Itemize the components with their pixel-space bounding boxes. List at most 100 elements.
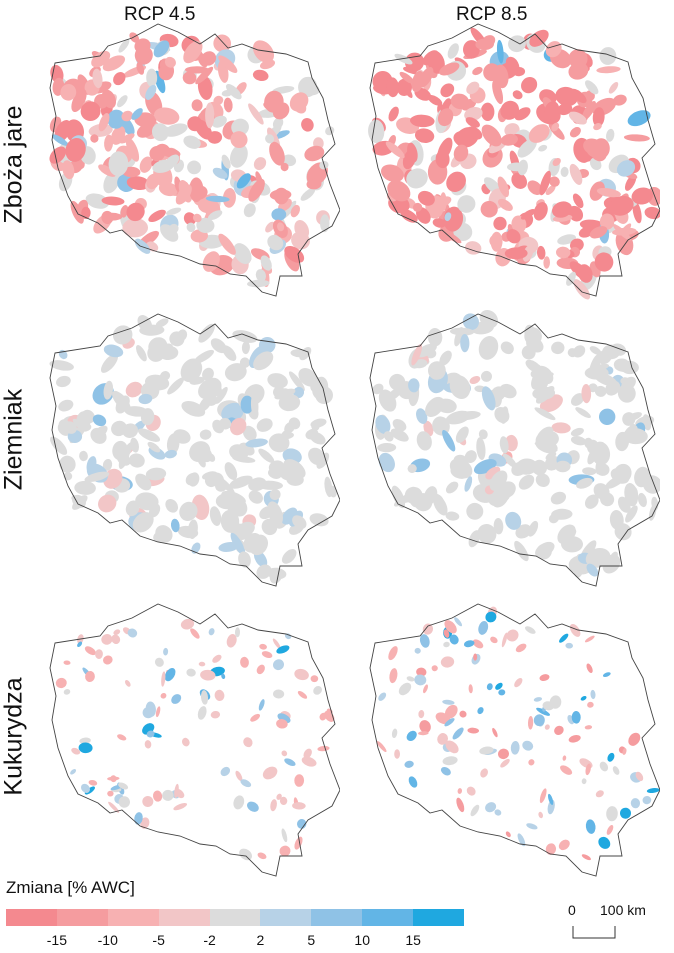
- map-region: [255, 269, 267, 282]
- map-region: [455, 426, 469, 443]
- map-region: [390, 428, 409, 442]
- map-region: [137, 428, 161, 442]
- map-region: [560, 765, 573, 775]
- map-region: [433, 494, 448, 516]
- map-region: [259, 643, 267, 650]
- map-region: [267, 373, 288, 389]
- map-region: [627, 110, 651, 127]
- map-region: [465, 241, 482, 255]
- map-region: [498, 748, 509, 760]
- map-region: [122, 423, 139, 438]
- map-region: [125, 381, 143, 398]
- map-region: [533, 697, 543, 702]
- map-region: [383, 431, 394, 442]
- map-region: [270, 799, 277, 812]
- map-region: [284, 422, 295, 434]
- map-region: [473, 653, 478, 661]
- map-region: [160, 693, 167, 699]
- legend-tick-label: -15: [46, 932, 67, 948]
- map-region: [494, 407, 510, 423]
- map-region: [414, 128, 435, 143]
- map-region: [233, 795, 245, 810]
- map-region: [514, 540, 529, 562]
- map-region: [463, 640, 475, 648]
- map-region: [126, 202, 145, 222]
- map-region: [536, 245, 546, 260]
- map-region: [442, 699, 455, 705]
- map-region: [625, 505, 638, 523]
- map-region: [211, 472, 225, 488]
- map-region: [125, 137, 140, 162]
- map-region: [79, 737, 91, 744]
- map-region: [528, 759, 535, 766]
- map-region: [213, 95, 224, 106]
- column-title-rcp45: RCP 4.5: [124, 4, 196, 25]
- map-region: [538, 144, 548, 152]
- map-region: [416, 431, 432, 451]
- map-region: [511, 215, 527, 233]
- map-region: [566, 271, 576, 286]
- map-region: [168, 223, 179, 234]
- map-region: [223, 490, 237, 504]
- map-region: [185, 473, 199, 486]
- map-region: [301, 756, 317, 767]
- map-region: [485, 802, 497, 813]
- map-region: [554, 725, 564, 736]
- map-region: [317, 745, 330, 752]
- map-region: [586, 563, 599, 577]
- map-region: [594, 252, 614, 272]
- map-region: [606, 128, 615, 142]
- map-region: [551, 341, 565, 355]
- map-region: [589, 346, 602, 355]
- map-region: [569, 127, 581, 138]
- map-region: [500, 758, 510, 768]
- map-region: [224, 462, 238, 480]
- map-region: [119, 442, 133, 464]
- map-region: [238, 551, 251, 568]
- column-title-rcp85: RCP 8.5: [456, 4, 528, 25]
- map-region: [567, 348, 578, 358]
- map-region: [164, 56, 176, 68]
- map-region: [407, 142, 418, 163]
- map-region: [419, 720, 431, 733]
- map-region: [444, 704, 458, 719]
- map-region: [517, 138, 537, 158]
- map-region: [56, 375, 71, 388]
- map-region: [539, 788, 547, 804]
- map-region: [113, 629, 121, 635]
- map-region: [440, 766, 451, 776]
- map-region: [193, 349, 215, 364]
- map-region: [535, 473, 550, 488]
- map-region: [536, 543, 552, 560]
- map-region: [102, 55, 126, 72]
- map-region: [642, 795, 652, 805]
- map-region: [568, 735, 581, 743]
- map-region: [506, 229, 521, 244]
- map-region: [144, 374, 170, 391]
- legend-tick-label: 5: [307, 932, 316, 948]
- map-region: [107, 109, 125, 129]
- map-region: [498, 689, 506, 696]
- map-region: [467, 727, 479, 734]
- map-region: [548, 513, 560, 524]
- map-region: [289, 92, 309, 112]
- map-region: [58, 349, 68, 360]
- map-region: [447, 43, 459, 59]
- map-region: [536, 707, 551, 716]
- map-region: [200, 669, 216, 681]
- map-region: [84, 646, 96, 656]
- map-region: [485, 611, 497, 623]
- map-region: [440, 83, 455, 98]
- map-region: [444, 718, 455, 727]
- map-region: [112, 325, 133, 345]
- map-region: [293, 386, 305, 399]
- map-region: [616, 160, 636, 177]
- scale-distance-label: 100 km: [600, 902, 646, 918]
- map-region: [646, 787, 660, 794]
- map-region: [126, 176, 150, 191]
- map-region: [190, 628, 200, 639]
- map-region: [298, 76, 318, 98]
- map-region: [118, 796, 131, 808]
- map-region: [446, 171, 466, 192]
- map-region: [613, 463, 632, 484]
